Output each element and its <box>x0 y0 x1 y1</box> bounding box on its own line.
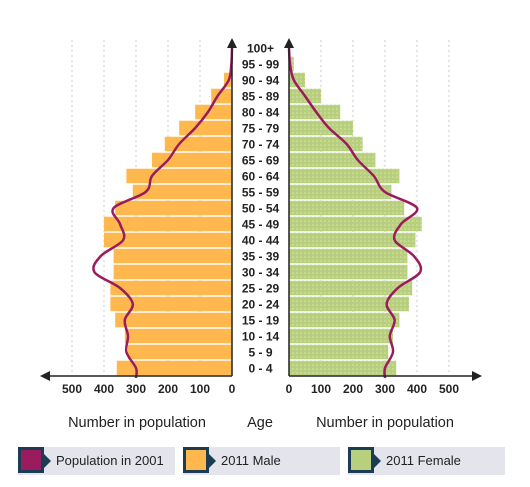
bar-female <box>289 184 392 200</box>
legend-arrow-icon <box>209 454 216 468</box>
age-labels: 0 - 4 5 - 9 10 - 14 15 - 19 20 - 24 25 - 29 30… <box>242 42 280 376</box>
bar-male <box>179 120 232 136</box>
age-label: 80 - 84 <box>242 106 280 120</box>
bar-female <box>289 168 400 184</box>
x-tick-label-right: 400 <box>407 382 427 396</box>
age-label: 35 - 39 <box>242 250 280 264</box>
legend-arrow-icon <box>374 454 381 468</box>
age-label: 15 - 19 <box>242 314 280 328</box>
age-label: 50 - 54 <box>242 202 280 216</box>
x-tick-label-left: 0 <box>229 382 236 396</box>
bar-male <box>124 328 232 344</box>
bar-female <box>289 280 413 296</box>
x-tick-label-left: 200 <box>158 382 178 396</box>
line-2001-male <box>92 47 234 379</box>
female-bars <box>289 40 422 376</box>
population-2001-lines <box>92 47 423 379</box>
bar-male <box>110 296 232 312</box>
bar-female <box>289 312 400 328</box>
bar-male <box>113 248 232 264</box>
age-label: 20 - 24 <box>242 298 280 312</box>
bar-female <box>289 344 389 360</box>
bar-female <box>289 296 409 312</box>
age-label: 55 - 59 <box>242 186 280 200</box>
population-pyramid-chart: 0 - 4 5 - 9 10 - 14 15 - 19 20 - 24 25 - 29 30… <box>40 38 482 431</box>
age-label: 100+ <box>247 42 274 56</box>
x-tick-label-left: 400 <box>94 382 114 396</box>
x-tick-label-right: 100 <box>311 382 331 396</box>
legend-arrow-icon <box>44 454 51 468</box>
legend-label-2011-male: 2011 Male <box>221 453 281 468</box>
x-axis-right-arrow <box>472 371 482 381</box>
bar-male <box>126 168 232 184</box>
age-label: 85 - 89 <box>242 90 280 104</box>
legend-swatch-population-2001 <box>18 447 44 473</box>
bar-female <box>289 232 416 248</box>
bar-female <box>289 200 405 216</box>
x-axis-title-right: Number in population <box>316 415 454 431</box>
x-tick-label-right: 0 <box>286 382 293 396</box>
x-axis-title-age: Age <box>247 415 273 431</box>
bar-male <box>195 104 232 120</box>
age-label: 65 - 69 <box>242 154 280 168</box>
x-tick-label-right: 200 <box>343 382 363 396</box>
x-axis-title-left: Number in population <box>68 415 206 431</box>
bar-male <box>128 344 232 360</box>
age-label: 10 - 14 <box>242 330 280 344</box>
x-axis-left-arrow <box>40 371 50 381</box>
age-label: 40 - 44 <box>242 234 280 248</box>
axes <box>40 38 482 381</box>
x-tick-label-right: 500 <box>439 382 459 396</box>
line-2001-female <box>287 47 423 379</box>
bar-male <box>113 264 232 280</box>
bar-female <box>289 328 393 344</box>
age-label: 90 - 94 <box>242 74 280 88</box>
age-label: 25 - 29 <box>242 282 280 296</box>
x-tick-label-left: 300 <box>126 382 146 396</box>
x-tick-label-left: 500 <box>62 382 82 396</box>
bar-female <box>289 360 397 376</box>
bar-female <box>289 120 353 136</box>
bar-male <box>115 312 232 328</box>
x-tick-label-right: 300 <box>375 382 395 396</box>
bar-female <box>289 216 422 232</box>
bar-male <box>115 200 232 216</box>
age-label: 70 - 74 <box>242 138 280 152</box>
bar-male <box>132 184 232 200</box>
age-label: 75 - 79 <box>242 122 280 136</box>
legend-label-2011-female: 2011 Female <box>386 453 461 468</box>
bar-male <box>110 280 232 296</box>
age-label: 45 - 49 <box>242 218 280 232</box>
bar-female <box>289 248 408 264</box>
age-label: 0 - 4 <box>248 362 272 376</box>
y-axis-right-arrow <box>284 38 294 48</box>
age-label: 60 - 64 <box>242 170 280 184</box>
bar-female <box>289 104 341 120</box>
age-label: 30 - 34 <box>242 266 280 280</box>
age-label: 95 - 99 <box>242 58 280 72</box>
y-axis-left-arrow <box>227 38 237 48</box>
bar-male <box>104 216 232 232</box>
bar-female <box>289 56 294 72</box>
legend-swatch-2011-female <box>348 447 374 473</box>
x-tick-label-left: 100 <box>190 382 210 396</box>
bar-female <box>289 264 408 280</box>
legend-swatch-2011-male <box>183 447 209 473</box>
bar-male <box>104 232 232 248</box>
age-label: 5 - 9 <box>248 346 272 360</box>
tick-labels: 500 400 300 200 100 0 0 100 200 300 400 500 <box>62 382 459 396</box>
bar-male <box>116 360 232 376</box>
legend-label-population-2001: Population in 2001 <box>56 453 164 468</box>
